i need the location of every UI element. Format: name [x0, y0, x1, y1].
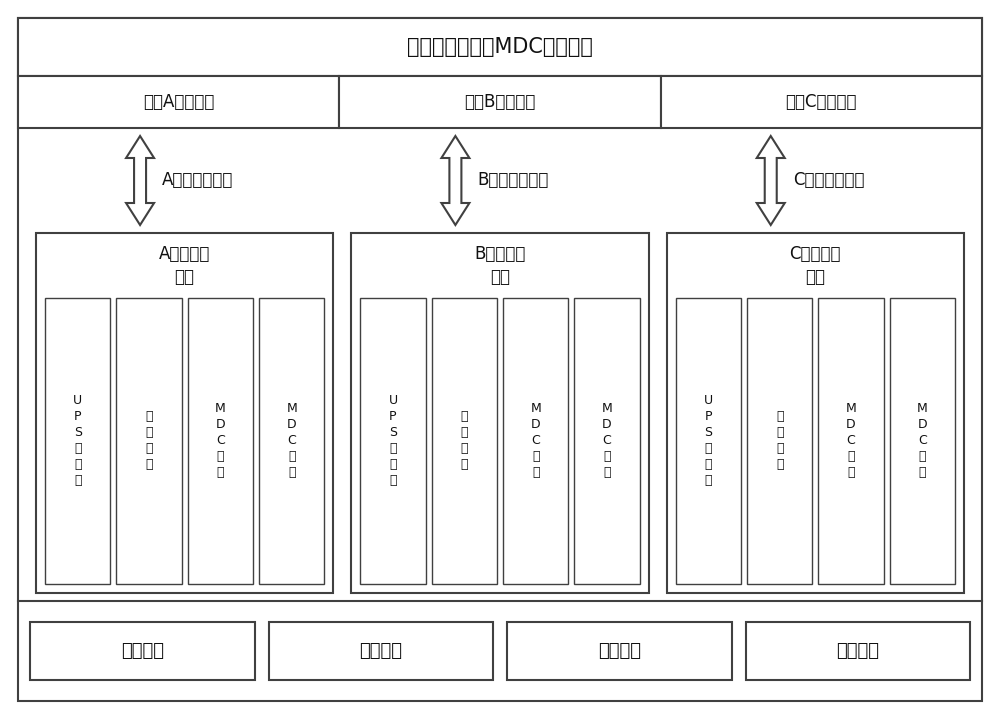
- Text: A厂家北向接口: A厂家北向接口: [162, 172, 233, 190]
- Bar: [30, 622, 254, 680]
- Bar: [747, 298, 812, 584]
- Polygon shape: [757, 136, 785, 225]
- Bar: [268, 622, 493, 680]
- Bar: [36, 233, 333, 593]
- Text: U
P
S
及
配
电: U P S 及 配 电: [73, 395, 82, 487]
- Text: 协议适配: 协议适配: [359, 642, 402, 660]
- Text: 精
密
空
调: 精 密 空 调: [145, 411, 153, 472]
- Text: M
D
C
安
防: M D C 安 防: [286, 403, 297, 480]
- Text: U
P
S
及
配
电: U P S 及 配 电: [388, 395, 398, 487]
- Bar: [18, 18, 982, 76]
- Bar: [503, 298, 568, 584]
- Text: B厂家监控
系统: B厂家监控 系统: [474, 245, 526, 285]
- Bar: [188, 298, 253, 584]
- Bar: [661, 76, 982, 128]
- Bar: [507, 622, 732, 680]
- Bar: [45, 298, 110, 584]
- Polygon shape: [126, 136, 154, 225]
- Text: 模块化数据中心MDC管理平台: 模块化数据中心MDC管理平台: [407, 37, 593, 57]
- Bar: [432, 298, 497, 584]
- Polygon shape: [441, 136, 469, 225]
- Text: 厂家A协议解析: 厂家A协议解析: [143, 93, 214, 111]
- Text: A厂家监控
系统: A厂家监控 系统: [159, 245, 210, 285]
- Text: 协议调试: 协议调试: [598, 642, 641, 660]
- Bar: [574, 298, 640, 584]
- Text: M
D
C
安
防: M D C 安 防: [602, 403, 612, 480]
- Text: 厂家C协议解析: 厂家C协议解析: [786, 93, 857, 111]
- Text: U
P
S
及
配
电: U P S 及 配 电: [704, 395, 713, 487]
- Bar: [746, 622, 970, 680]
- Bar: [18, 76, 339, 128]
- Bar: [351, 233, 649, 593]
- Text: 精
密
空
调: 精 密 空 调: [461, 411, 468, 472]
- Bar: [676, 298, 741, 584]
- Bar: [339, 76, 661, 128]
- Text: C厂家监控
系统: C厂家监控 系统: [790, 245, 841, 285]
- Text: M
D
C
环
境: M D C 环 境: [530, 403, 541, 480]
- Bar: [818, 298, 884, 584]
- Text: 设备管理: 设备管理: [836, 642, 879, 660]
- Text: B厂家北向接口: B厂家北向接口: [477, 172, 549, 190]
- Text: M
D
C
环
境: M D C 环 境: [215, 403, 226, 480]
- Bar: [667, 233, 964, 593]
- Text: 精
密
空
调: 精 密 空 调: [776, 411, 783, 472]
- Bar: [259, 298, 324, 584]
- Text: M
D
C
环
境: M D C 环 境: [846, 403, 856, 480]
- Text: C厂家北向接口: C厂家北向接口: [793, 172, 864, 190]
- Bar: [890, 298, 955, 584]
- Bar: [360, 298, 426, 584]
- Text: 接口适配: 接口适配: [121, 642, 164, 660]
- Text: M
D
C
安
防: M D C 安 防: [917, 403, 928, 480]
- Bar: [116, 298, 182, 584]
- Text: 厂家B协议解析: 厂家B协议解析: [464, 93, 536, 111]
